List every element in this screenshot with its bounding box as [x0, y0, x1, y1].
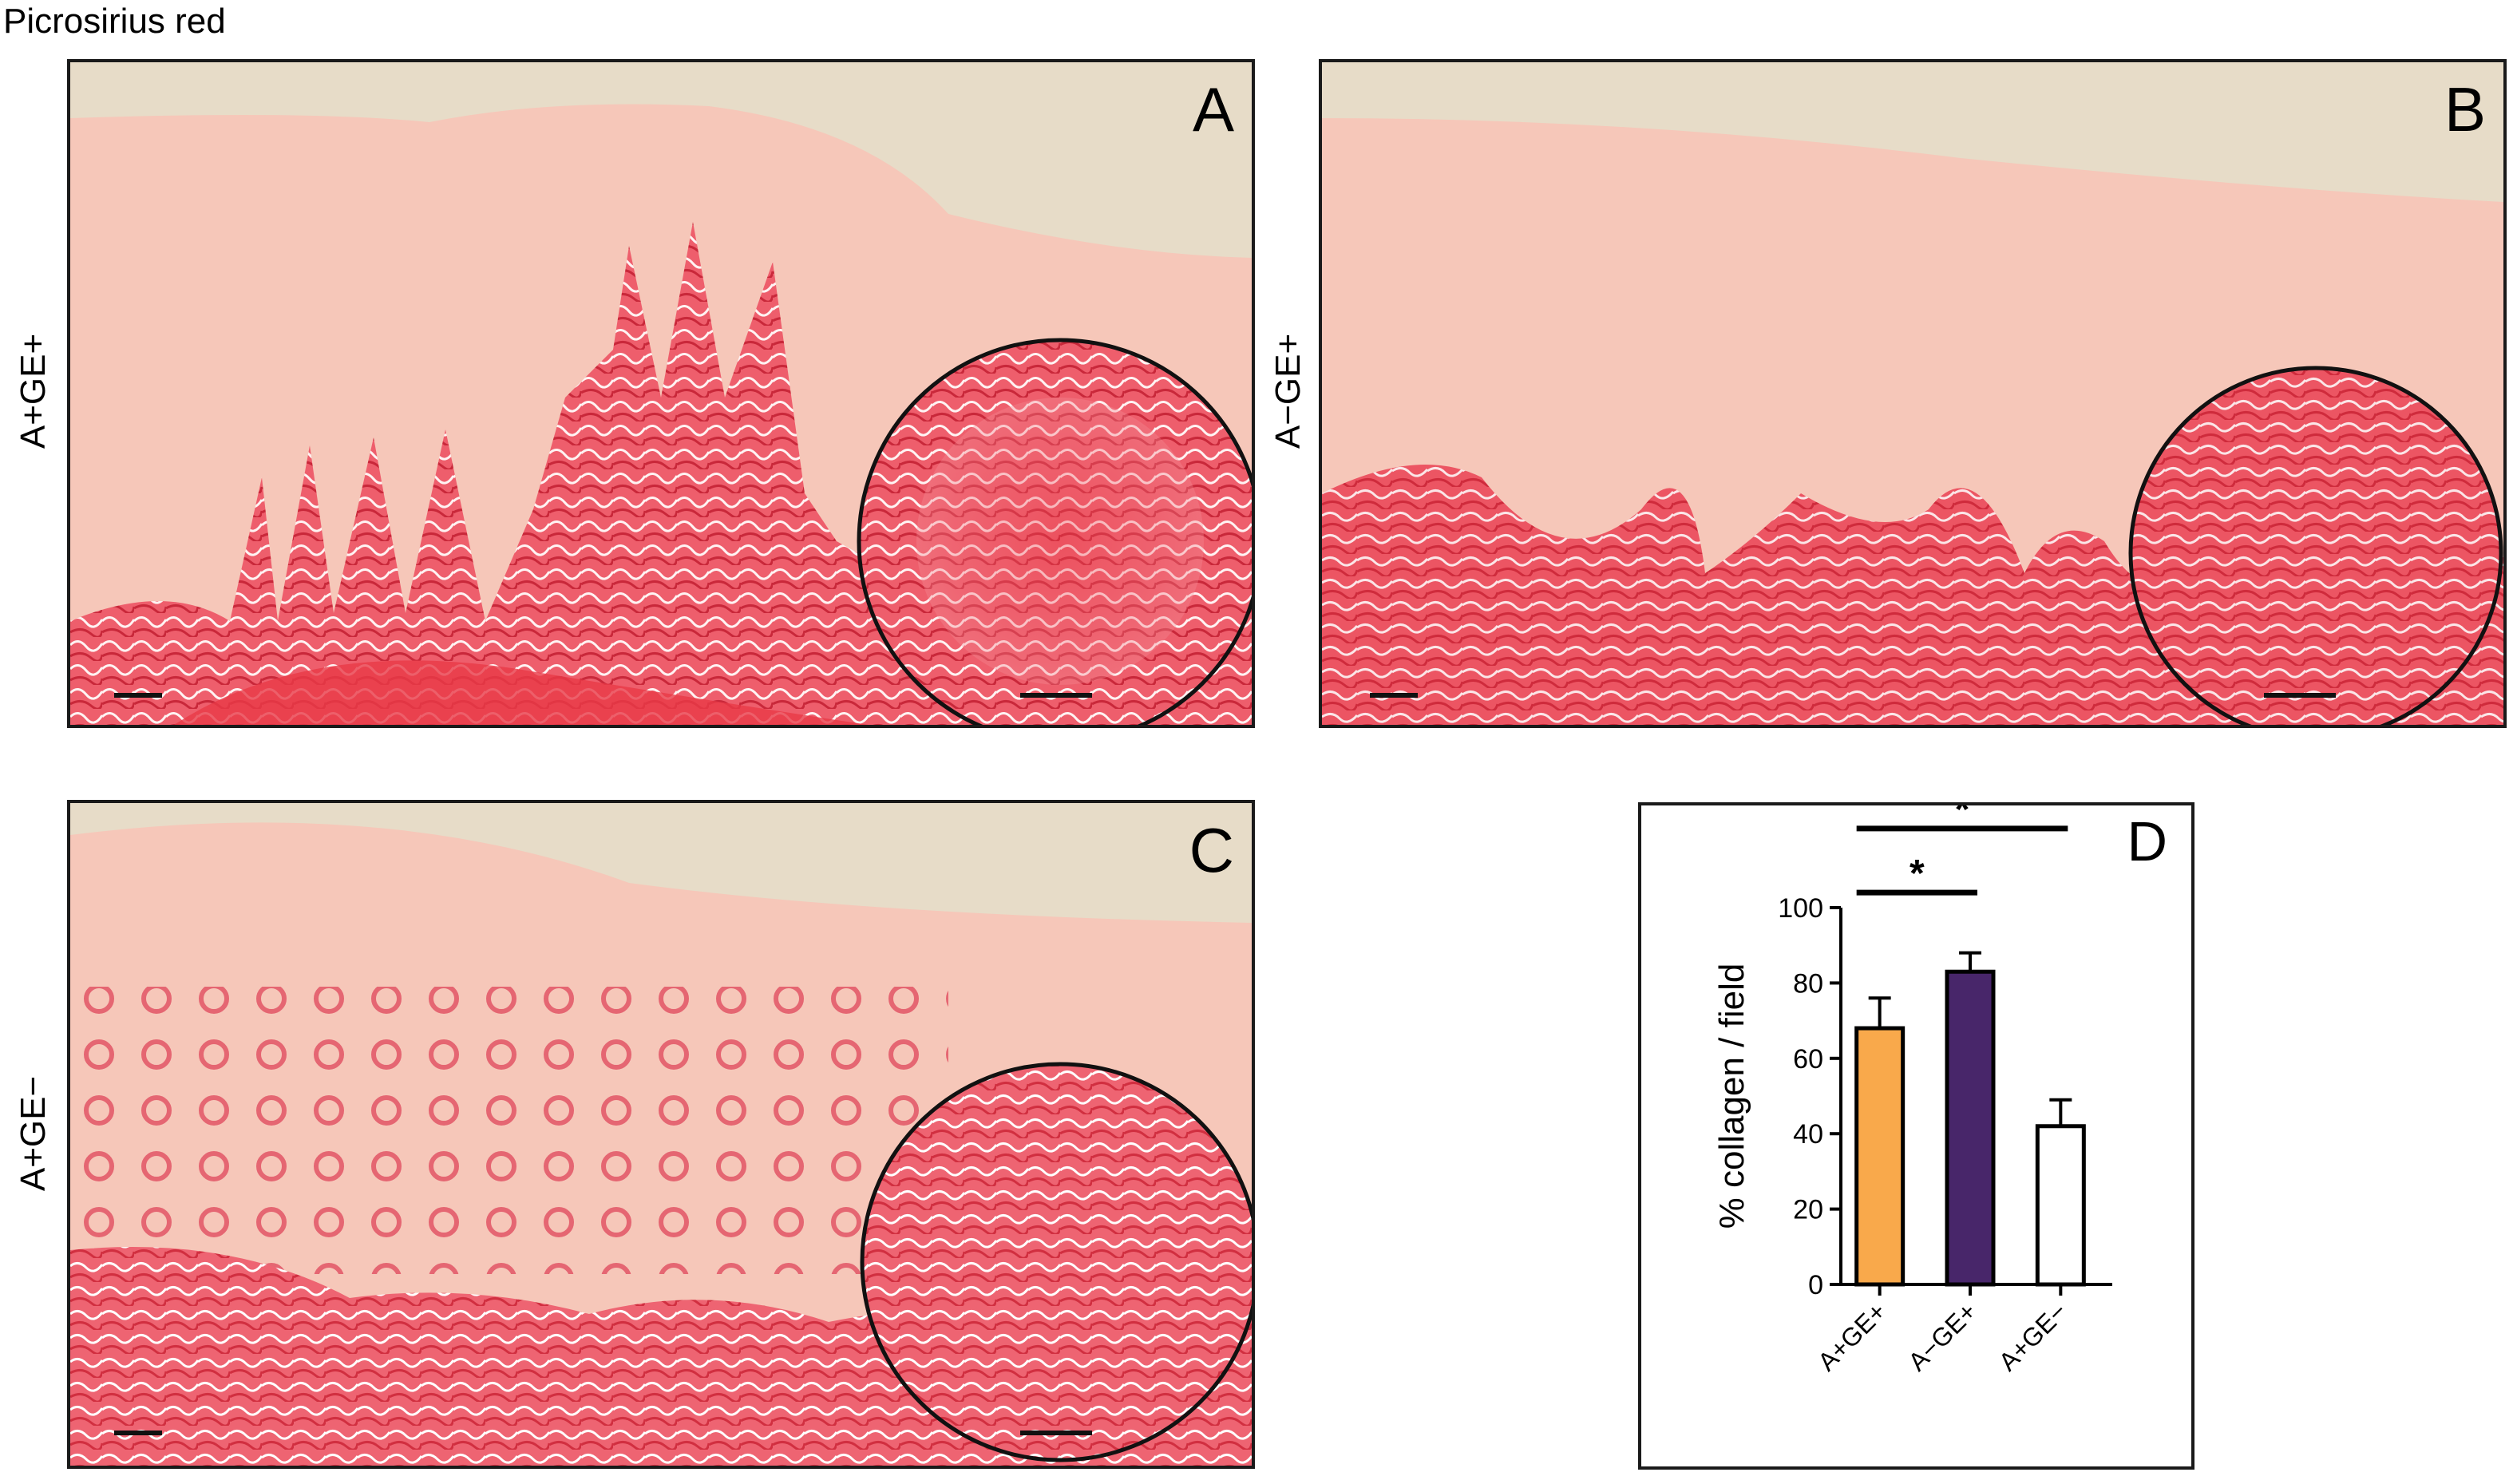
- panel-letter-b: B: [2444, 74, 2486, 144]
- micrograph-panel-a: A: [67, 59, 1255, 728]
- y-tick-label: 60: [1793, 1044, 1823, 1074]
- row-label-b: A−GE+: [1268, 333, 1308, 449]
- row-label-a: A+GE+: [14, 333, 53, 449]
- y-axis-label: % collagen / field: [1712, 964, 1751, 1229]
- y-tick-label: 20: [1793, 1195, 1823, 1225]
- y-tick-label: 100: [1778, 893, 1823, 924]
- x-tick-label: A+GE+: [1812, 1296, 1892, 1376]
- micrograph-image-c: [70, 803, 1252, 1466]
- y-tick-label: 0: [1808, 1270, 1823, 1300]
- bar: [2035, 1124, 2086, 1287]
- figure-title: Picrosirius red: [3, 2, 226, 41]
- micrograph-image-a: [70, 62, 1252, 725]
- micrograph-panel-b: B: [1319, 59, 2507, 728]
- micrograph-image-b: [1322, 62, 2503, 725]
- chart-panel-d: 0 20 40 60 80 100 % collagen / field A+GE+ A−GE+…: [1638, 802, 2194, 1470]
- panel-letter-d: D: [2127, 810, 2167, 873]
- bar: [1945, 969, 1996, 1287]
- y-tick-label: 40: [1793, 1119, 1823, 1150]
- x-tick-label: A+GE−: [1993, 1296, 2073, 1376]
- bar: [1854, 1026, 1906, 1287]
- panel-letter-c: C: [1189, 815, 1234, 885]
- y-tick-label: 80: [1793, 968, 1823, 999]
- x-tick-label: A−GE+: [1902, 1296, 1982, 1376]
- significance-star: *: [1955, 805, 1970, 831]
- bar-chart: 0 20 40 60 80 100 % collagen / field A+GE+ A−GE+…: [1712, 805, 2112, 1376]
- row-label-c: A+GE−: [14, 1075, 53, 1192]
- significance-star: *: [1910, 853, 1925, 895]
- micrograph-panel-c: C: [67, 800, 1255, 1469]
- panel-letter-a: A: [1192, 74, 1234, 144]
